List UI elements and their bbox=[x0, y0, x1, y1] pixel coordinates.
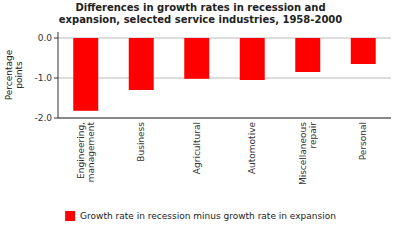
category-label: Engineering,management bbox=[75, 122, 95, 183]
y-axis-line bbox=[58, 32, 59, 118]
tick-mark bbox=[54, 118, 58, 119]
text-line: repair bbox=[307, 122, 317, 149]
bar bbox=[240, 38, 265, 80]
text-line: Agricultural bbox=[191, 122, 201, 174]
x-axis-line bbox=[58, 118, 391, 119]
text-line: Differences in growth rates in recession… bbox=[75, 2, 325, 13]
category-label: Agricultural bbox=[191, 122, 201, 174]
legend: Growth rate in recession minus growth ra… bbox=[65, 211, 336, 222]
legend-label: Growth rate in recession minus growth ra… bbox=[80, 211, 336, 221]
grid-line bbox=[58, 118, 391, 119]
title: Differences in growth rates in recession… bbox=[59, 2, 343, 25]
category-label: Personal bbox=[358, 122, 368, 160]
text-line: Miscellaneous bbox=[297, 122, 307, 185]
text-line: management bbox=[85, 122, 95, 183]
legend-swatch bbox=[65, 211, 75, 221]
text-line: Automotive bbox=[247, 122, 257, 175]
bar bbox=[129, 38, 154, 90]
text-line: Engineering, bbox=[75, 122, 85, 179]
text-line: expansion, selected service industries, … bbox=[59, 14, 343, 25]
category-label: Miscellaneousrepair bbox=[297, 122, 317, 185]
tick-label: 0.0 bbox=[38, 33, 53, 43]
chart: Differences in growth rates in recession… bbox=[0, 0, 401, 238]
text-line: Percentage bbox=[4, 49, 14, 100]
category-label: Automotive bbox=[247, 122, 257, 175]
bar bbox=[184, 38, 209, 79]
text-line: points bbox=[14, 61, 24, 89]
y-axis-label: Percentagepoints bbox=[4, 49, 24, 100]
grid-line bbox=[58, 78, 391, 79]
tick-mark bbox=[54, 78, 58, 79]
tick-label: -1.0 bbox=[34, 73, 52, 83]
text-line: Business bbox=[136, 122, 146, 162]
text-line: Personal bbox=[358, 122, 368, 160]
bars bbox=[73, 38, 375, 111]
tick-mark bbox=[54, 38, 58, 39]
tick-label: -2.0 bbox=[34, 113, 52, 123]
bar bbox=[73, 38, 98, 111]
bar bbox=[351, 38, 376, 64]
category-label: Business bbox=[136, 122, 146, 162]
grid-line bbox=[58, 38, 391, 39]
bar bbox=[295, 38, 320, 72]
